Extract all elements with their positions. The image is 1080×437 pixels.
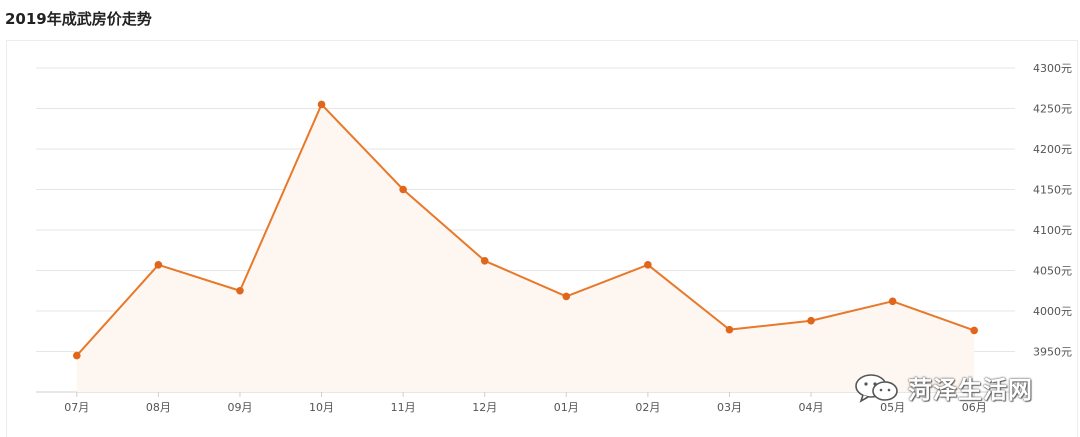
x-tick-label: 08月 xyxy=(146,401,171,414)
x-tick-label: 05月 xyxy=(880,401,905,414)
y-tick-label: 4150元 xyxy=(1033,184,1072,197)
x-tick-label: 09月 xyxy=(227,401,252,414)
y-tick-label: 4050元 xyxy=(1033,265,1072,278)
data-point xyxy=(807,316,815,325)
data-point xyxy=(72,351,81,360)
x-tick-label: 04月 xyxy=(799,401,824,414)
data-point xyxy=(888,297,897,306)
data-point xyxy=(154,261,163,269)
x-tick-label: 06月 xyxy=(962,401,987,414)
x-tick-label: 10月 xyxy=(309,401,334,414)
data-point xyxy=(644,261,652,269)
watermark-text: 菏泽生活网 xyxy=(908,376,1033,404)
y-tick-label: 4100元 xyxy=(1033,224,1072,237)
data-point xyxy=(725,325,734,334)
y-tick-label: 4000元 xyxy=(1033,305,1072,318)
data-point xyxy=(399,185,407,194)
data-point xyxy=(236,286,244,295)
data-point xyxy=(562,292,571,301)
chart-title: 2019年成武房价走势 xyxy=(5,10,152,28)
wechat-icon xyxy=(855,373,898,403)
data-point xyxy=(480,256,489,265)
y-tick-label: 4250元 xyxy=(1033,103,1072,116)
x-tick-label: 12月 xyxy=(472,401,497,414)
x-tick-label: 07月 xyxy=(64,401,89,414)
data-point xyxy=(970,326,979,335)
x-tick-label: 03月 xyxy=(717,401,742,414)
data-point xyxy=(317,100,326,109)
y-tick-label: 3950元 xyxy=(1033,346,1072,359)
y-tick-label: 4200元 xyxy=(1033,143,1072,156)
watermark: 菏泽生活网 xyxy=(852,370,1033,405)
x-tick-label: 11月 xyxy=(391,401,416,414)
y-tick-label: 4300元 xyxy=(1033,62,1072,75)
x-tick-label: 01月 xyxy=(554,401,579,414)
x-tick-label: 02月 xyxy=(635,401,660,414)
series-line xyxy=(76,103,975,357)
series-area xyxy=(76,104,975,392)
